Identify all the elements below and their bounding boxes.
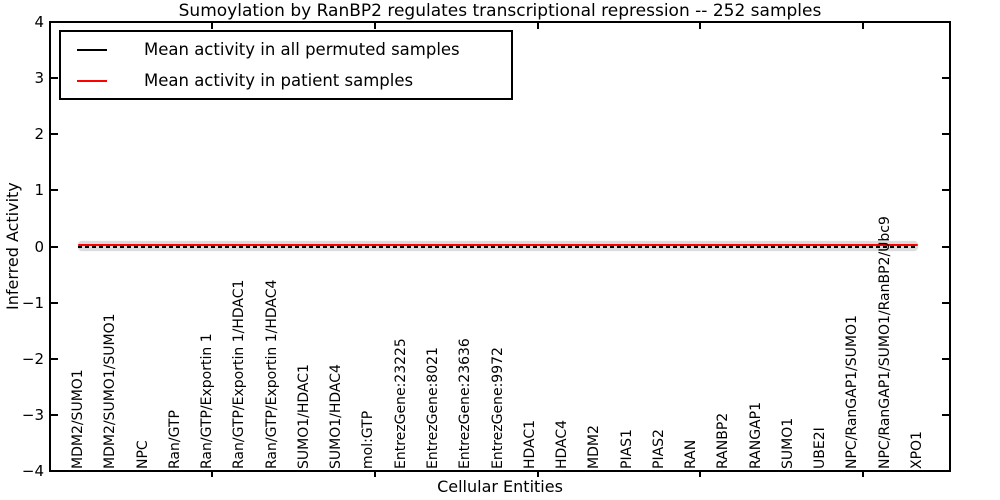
y-tick-left [51, 133, 58, 136]
y-tick-left [51, 77, 58, 80]
y-tick-label: −3 [21, 405, 44, 424]
x-tick-top [374, 23, 376, 29]
y-tick-right [942, 77, 949, 80]
y-tick-left [51, 413, 58, 416]
y-tick-label: −2 [21, 349, 44, 368]
category-label: XPO1 [909, 431, 926, 469]
category-label: Ran/GTP/Exportin 1 [199, 333, 216, 469]
x-tick-top [699, 23, 701, 29]
category-label: MDM2 [586, 425, 603, 469]
y-tick-right [942, 301, 949, 304]
y-tick-right [942, 133, 949, 136]
category-label: Ran/GTP/Exportin 1/HDAC4 [263, 279, 280, 469]
y-tick-left [51, 189, 58, 192]
x-tick-top [211, 23, 213, 29]
legend-entry-patient: Mean activity in patient samples [61, 66, 511, 96]
x-axis-label: Cellular Entities [437, 477, 563, 496]
y-tick-label: −4 [21, 462, 44, 480]
category-label: NPC/RanGAP1/SUMO1/RanBP2/Ubc9 [876, 216, 893, 469]
y-tick-left [51, 301, 58, 304]
category-label: MDM2/SUMO1 [70, 369, 86, 469]
category-label: NPC [134, 440, 151, 469]
category-label: EntrezGene:9972 [489, 347, 506, 469]
y-tick-label: 1 [34, 181, 44, 200]
category-label: NPC/RanGAP1/SUMO1 [844, 315, 861, 469]
category-label: RAN [683, 439, 700, 469]
y-tick-right [942, 357, 949, 360]
category-label: EntrezGene:23225 [392, 338, 409, 469]
category-label: EntrezGene:8021 [424, 347, 441, 469]
black-line-swatch [77, 48, 107, 51]
y-tick-right [942, 189, 949, 192]
y-tick-left [51, 357, 58, 360]
red-line-swatch [77, 79, 107, 82]
y-tick-left [51, 245, 58, 248]
category-label: HDAC4 [554, 419, 571, 469]
category-label: RANGAP1 [747, 402, 764, 469]
category-label: mol:GTP [360, 410, 377, 469]
category-label: Ran/GTP/Exportin 1/HDAC1 [231, 279, 248, 469]
legend-label-permuted: Mean activity in all permuted samples [144, 40, 460, 59]
x-tick-bottom [537, 470, 539, 477]
patient-mean-line [78, 243, 918, 247]
category-label: PIAS1 [618, 429, 635, 469]
category-label: SUMO1 [779, 417, 796, 469]
legend-entry-permuted: Mean activity in all permuted samples [61, 35, 511, 65]
x-tick-bottom [699, 470, 701, 477]
y-tick-label: 0 [34, 237, 44, 256]
category-label: SUMO1/HDAC4 [328, 364, 345, 469]
permuted-mean-line [78, 246, 918, 248]
category-label: HDAC1 [521, 419, 538, 469]
category-label: UBE2I [812, 427, 829, 469]
category-label: PIAS2 [650, 429, 667, 469]
category-label: RANBP2 [715, 412, 732, 469]
y-tick-label: 3 [34, 69, 44, 88]
x-tick-bottom [374, 470, 376, 477]
y-tick-right [942, 413, 949, 416]
x-tick-bottom [862, 470, 864, 477]
y-tick-right [942, 245, 949, 248]
legend-label-patient: Mean activity in patient samples [144, 71, 414, 90]
x-tick-top [537, 23, 539, 29]
chart-title: Sumoylation by RanBP2 regulates transcri… [178, 1, 822, 21]
category-label: SUMO1/HDAC1 [295, 364, 312, 469]
category-label: EntrezGene:23636 [457, 338, 474, 469]
x-tick-bottom [211, 470, 213, 477]
category-label: Ran/GTP [166, 410, 183, 469]
y-tick-label: 2 [34, 125, 44, 144]
category-label: MDM2/SUMO1/SUMO1 [102, 313, 119, 469]
y-tick-label: 4 [34, 13, 44, 31]
legend: Mean activity in all permuted samples Me… [59, 30, 513, 100]
y-tick-label: −1 [21, 293, 44, 312]
x-tick-top [862, 23, 864, 29]
